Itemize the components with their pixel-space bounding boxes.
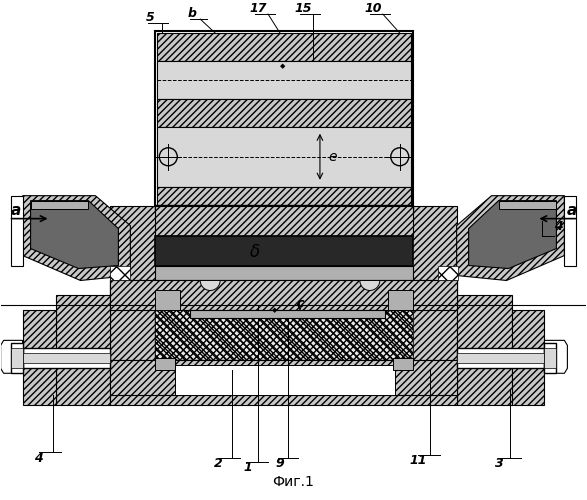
Bar [457,296,511,405]
Bar [156,204,413,210]
Bar [11,348,23,368]
Wedge shape [360,280,380,290]
Bar [438,266,458,280]
Text: 17: 17 [249,2,267,15]
Text: e: e [329,150,337,164]
Bar [410,280,457,360]
Bar [157,127,411,186]
Text: 15: 15 [294,2,312,15]
Bar [156,206,413,236]
Bar [157,99,411,127]
Polygon shape [31,200,119,268]
Polygon shape [1,340,23,374]
Text: b: b [188,6,197,20]
Bar [156,236,413,266]
Bar [190,310,385,318]
Polygon shape [564,196,576,266]
Bar [410,206,457,316]
Bar [156,280,413,360]
Text: ◆: ◆ [281,63,286,69]
Bar [156,290,180,310]
Text: Фиг.1: Фиг.1 [272,475,314,489]
Bar [457,354,544,364]
Bar [156,31,413,208]
Bar [56,296,110,405]
Bar [157,33,411,61]
Bar [544,348,556,368]
Bar [388,290,413,310]
Text: 4: 4 [34,452,43,464]
Text: δ: δ [250,242,260,260]
Bar [110,395,457,405]
Text: c: c [296,297,303,310]
Text: 9: 9 [276,456,285,469]
Text: 11: 11 [409,454,427,466]
Bar [110,360,457,400]
Bar [157,61,411,99]
Text: 1: 1 [244,460,252,473]
Bar [110,266,130,280]
Polygon shape [468,200,556,268]
Bar [156,266,413,280]
Bar [11,344,23,374]
Polygon shape [11,196,23,266]
Wedge shape [200,280,220,290]
Polygon shape [31,200,89,208]
Text: ◆: ◆ [272,308,278,314]
Bar [157,186,411,206]
Bar [156,358,176,370]
Text: a: a [11,203,21,218]
Polygon shape [498,200,556,208]
Polygon shape [23,196,130,280]
Bar [23,310,56,405]
Bar [176,366,395,395]
Text: 5: 5 [146,10,155,24]
Text: 10: 10 [364,2,382,15]
Text: 2: 2 [214,456,222,469]
Polygon shape [457,196,564,280]
Bar [511,310,544,405]
Bar [544,344,556,374]
Text: 4: 4 [554,220,563,233]
Bar [23,354,110,364]
Text: 3: 3 [495,456,504,469]
Bar [110,206,157,316]
Bar [23,348,110,368]
Text: a: a [566,203,576,218]
Bar [457,348,544,368]
Bar [393,358,413,370]
Bar [110,280,457,310]
Bar [156,280,413,360]
Bar [110,280,157,360]
Polygon shape [544,340,568,374]
